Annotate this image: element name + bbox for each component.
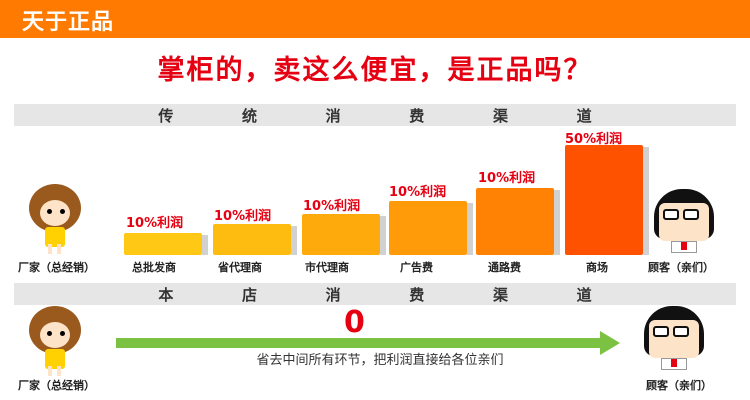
- header-char: 费: [409, 285, 425, 304]
- profit-label: 10%利润: [389, 185, 447, 200]
- customer-figure: [650, 189, 718, 255]
- header-char: 道: [576, 285, 592, 304]
- profit-label: 50%利润: [565, 132, 623, 147]
- top-banner: 天于正品: [0, 0, 750, 38]
- header-char: 消: [325, 106, 341, 125]
- channel-label: 通路费: [488, 261, 521, 274]
- arrow-head-icon: [600, 331, 620, 355]
- header-char: 消: [325, 285, 341, 304]
- channel-label: 市代理商: [305, 261, 349, 274]
- customer-figure: [640, 306, 710, 372]
- header-char: 道: [576, 106, 592, 125]
- manufacturer-label: 厂家（总经销）: [18, 261, 95, 274]
- direct-note: 省去中间所有环节，把利润直接给各位亲们: [256, 353, 504, 368]
- channel-bar-provincial: [213, 224, 291, 255]
- header-char: 渠: [492, 285, 508, 304]
- shop-title: 天于正品: [22, 10, 115, 35]
- header-char: 统: [241, 106, 257, 125]
- header-char: 费: [409, 106, 425, 125]
- header-char: 渠: [492, 106, 508, 125]
- manufacturer-figure: [24, 184, 86, 254]
- profit-label: 10%利润: [303, 199, 361, 214]
- customer-label: 顾客（亲们）: [646, 379, 712, 392]
- channel-bar-mall: [565, 145, 643, 255]
- channel-label: 商场: [586, 261, 608, 274]
- channel-bar-wholesaler: [124, 233, 202, 255]
- channel-label: 总批发商: [132, 261, 176, 274]
- profit-label: 10%利润: [478, 171, 536, 186]
- profit-label: 10%利润: [214, 209, 272, 224]
- header-char: 传: [158, 106, 174, 125]
- channel-bar-distribution: [476, 188, 554, 255]
- store-channel-header: 本 店 消 费 渠 道: [14, 283, 736, 305]
- channel-label: 广告费: [400, 261, 433, 274]
- customer-label: 顾客（亲们）: [648, 261, 714, 274]
- manufacturer-label: 厂家（总经销）: [18, 379, 95, 392]
- traditional-channel-header: 传 统 消 费 渠 道: [14, 104, 736, 126]
- channel-label: 省代理商: [218, 261, 262, 274]
- direct-arrow: [116, 338, 602, 348]
- channel-bar-advertising: [389, 201, 467, 255]
- channel-bar-city: [302, 214, 380, 255]
- header-char: 本: [158, 285, 174, 304]
- middle-cost-value: 0: [344, 305, 365, 340]
- profit-label: 10%利润: [126, 216, 184, 231]
- manufacturer-figure: [24, 306, 86, 376]
- headline: 掌柜的，卖这么便宜，是正品吗？: [157, 55, 593, 86]
- header-char: 店: [241, 285, 257, 304]
